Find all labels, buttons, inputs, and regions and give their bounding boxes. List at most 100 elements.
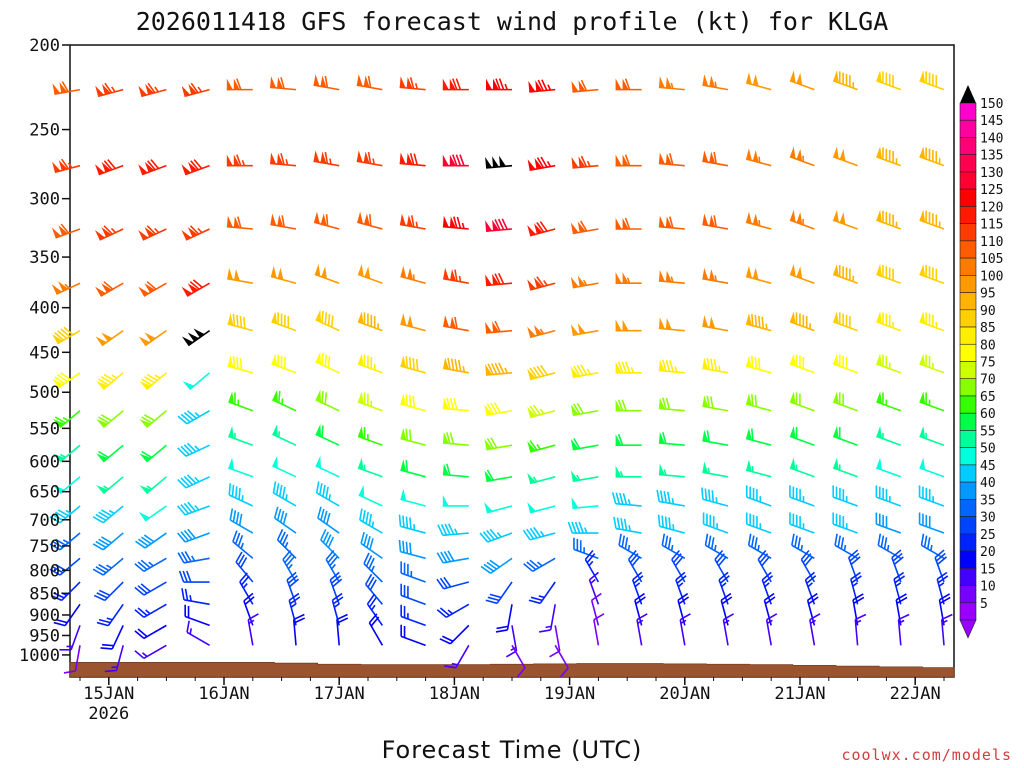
barb-staff <box>315 318 340 332</box>
barb-pennant <box>534 277 543 289</box>
barb-full-feather <box>324 75 329 88</box>
wind-barb <box>96 476 124 495</box>
barb-pennant <box>52 378 64 388</box>
x-tick-label: 19JAN <box>544 684 595 704</box>
barb-pennant <box>615 361 622 373</box>
barb-pennant <box>702 267 709 280</box>
barb-pennant <box>789 70 796 83</box>
wind-barb <box>704 533 729 560</box>
wind-barb <box>100 625 124 650</box>
wind-barb <box>527 324 556 339</box>
wind-barb <box>850 571 862 605</box>
barb-staff <box>703 523 729 534</box>
barb-full-feather <box>446 432 451 444</box>
barb-full-feather <box>457 359 462 372</box>
wind-barb <box>618 533 642 560</box>
barb-staff <box>443 325 469 332</box>
barb-pennant <box>277 214 284 227</box>
colorbar-label: 90 <box>980 304 996 319</box>
barb-full-feather <box>455 154 462 166</box>
barb-half-feather <box>111 86 116 93</box>
barb-full-feather <box>243 592 254 602</box>
wind-barb <box>288 592 301 626</box>
wind-barb <box>235 551 254 583</box>
barb-full-feather <box>452 78 458 90</box>
wind-barb <box>593 613 605 646</box>
colorbar-label: 60 <box>980 407 996 422</box>
barb-staff <box>270 275 297 284</box>
barb-full-feather <box>415 358 419 371</box>
barb-pennant <box>277 153 284 165</box>
barb-pennant <box>51 284 62 295</box>
barb-full-feather <box>237 216 242 229</box>
barb-full-feather <box>439 638 451 645</box>
wind-barb <box>177 442 210 457</box>
barb-half-feather <box>538 595 545 599</box>
barb-full-feather <box>757 550 767 561</box>
barb-full-feather <box>706 395 711 408</box>
barb-full-feather <box>624 78 631 90</box>
barb-pennant <box>449 216 456 228</box>
barb-pennant <box>277 267 284 280</box>
barb-pennant <box>658 397 665 409</box>
wind-barb <box>615 154 642 167</box>
barb-pennant <box>442 154 449 166</box>
wind-barb <box>745 355 772 374</box>
wind-barb <box>847 549 861 583</box>
wind-barb <box>485 273 513 287</box>
barb-full-feather <box>186 410 197 419</box>
barb-pennant <box>233 216 240 228</box>
barb-pennant <box>102 83 111 95</box>
barb-half-feather <box>537 561 543 567</box>
barb-full-feather <box>237 554 245 566</box>
wind-barb <box>317 506 340 534</box>
barb-full-feather <box>332 596 344 605</box>
barb-half-feather <box>637 619 644 624</box>
barb-pennant <box>320 213 327 226</box>
barb-staff <box>746 523 772 534</box>
colorbar-swatch <box>959 395 977 414</box>
barb-full-feather <box>850 571 861 580</box>
barb-full-feather <box>321 390 324 403</box>
barb-pennant <box>399 152 406 164</box>
barb-pennant <box>188 83 198 95</box>
x-tick-label: 15JAN <box>83 684 134 704</box>
barb-pennant <box>187 283 199 293</box>
barb-full-feather <box>363 552 370 564</box>
wind-barb <box>789 311 815 332</box>
wind-barb <box>135 532 167 549</box>
barb-staff <box>850 578 859 605</box>
barb-full-feather <box>405 394 409 406</box>
barb-full-feather <box>96 592 108 599</box>
barb-full-feather <box>177 415 188 425</box>
barb-half-feather <box>765 323 768 330</box>
wind-barb <box>657 514 686 534</box>
barb-full-feather <box>804 571 815 581</box>
barb-pennant <box>796 148 803 162</box>
barb-full-feather <box>632 571 643 581</box>
barb-half-feather <box>413 524 416 531</box>
wind-barb <box>658 463 685 478</box>
barb-full-feather <box>281 534 289 546</box>
barb-pennant <box>919 146 926 159</box>
barb-full-feather <box>287 575 298 584</box>
colorbar-swatch <box>959 188 977 207</box>
colorbar-label: 80 <box>980 338 996 353</box>
barb-pennant <box>571 156 579 168</box>
barb-full-feather <box>536 365 545 377</box>
wind-barb <box>789 425 815 446</box>
barb-full-feather <box>934 549 945 559</box>
barb-pennant <box>228 457 235 470</box>
barb-full-feather <box>536 222 545 233</box>
barb-full-feather <box>627 550 637 561</box>
barb-full-feather <box>808 596 819 605</box>
barb-pennant <box>752 150 759 163</box>
y-tick-label: 400 <box>29 299 60 319</box>
barb-pennant <box>228 391 235 404</box>
wind-barb <box>658 215 685 230</box>
barb-full-feather <box>239 572 248 583</box>
wind-barb <box>63 645 81 674</box>
barb-full-feather <box>140 536 152 545</box>
barb-half-feather <box>630 367 635 374</box>
barb-full-feather <box>412 358 415 370</box>
